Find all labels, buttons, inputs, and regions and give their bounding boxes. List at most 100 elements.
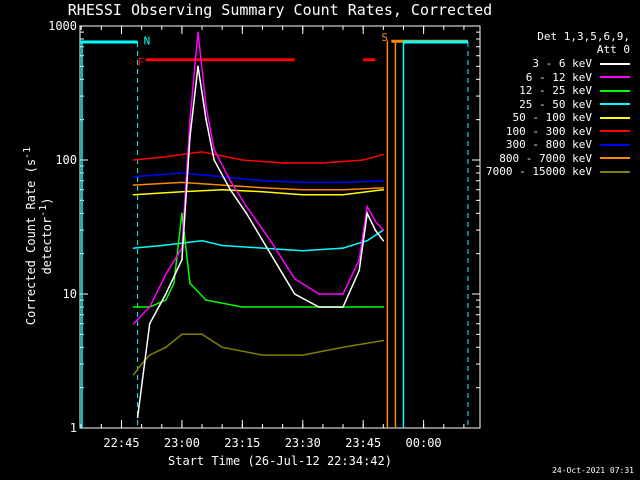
data-point-100-300-kev xyxy=(281,162,284,164)
data-point-300-800-kev xyxy=(382,179,385,182)
legend-item: 100 - 300 keV xyxy=(486,125,630,139)
data-point-12-25-kev xyxy=(132,306,135,308)
legend-label: 25 - 50 keV xyxy=(519,97,592,111)
y-tick-label: 10 xyxy=(63,287,77,301)
legend-swatch xyxy=(600,170,630,173)
data-point-6-12-kev xyxy=(213,148,215,151)
data-point-25-50-kev xyxy=(261,247,264,249)
legend-swatch xyxy=(600,130,630,133)
data-point-300-800-kev xyxy=(181,172,183,174)
data-point-3-6-kev xyxy=(382,239,385,242)
data-point-50-100-kev xyxy=(261,190,264,193)
data-point-800-7000-kev xyxy=(181,181,183,184)
data-point-3-6-kev xyxy=(342,306,344,308)
legend-label: 50 - 100 keV xyxy=(512,111,592,125)
x-tick-label: 23:00 xyxy=(164,436,200,450)
data-point-3-6-kev xyxy=(269,252,272,255)
data-point-12-25-kev xyxy=(165,299,167,301)
data-point-6-12-kev xyxy=(197,31,199,33)
data-point-6-12-kev xyxy=(245,205,248,208)
data-point-7000-15000-kev xyxy=(301,354,304,356)
legend-title-line-2: Att 0 xyxy=(596,43,630,56)
x-tick-label: 00:00 xyxy=(406,436,442,450)
data-point-7000-15000-kev xyxy=(165,346,167,349)
data-point-800-7000-kev xyxy=(221,184,223,186)
legend-swatch xyxy=(600,157,630,160)
data-point-6-12-kev xyxy=(269,239,272,242)
data-point-3-6-kev xyxy=(165,293,167,295)
data-point-100-300-kev xyxy=(362,159,364,161)
data-point-6-12-kev xyxy=(132,322,135,325)
data-point-100-300-kev xyxy=(241,159,244,161)
data-point-12-25-kev xyxy=(205,299,207,301)
data-point-3-6-kev xyxy=(213,159,215,161)
data-point-25-50-kev xyxy=(132,247,135,249)
legend-label: 7000 - 15000 keV xyxy=(486,165,592,179)
data-point-6-12-kev xyxy=(165,273,167,276)
data-point-12-25-kev xyxy=(189,282,191,285)
data-point-50-100-kev xyxy=(132,193,135,196)
legend-swatch xyxy=(600,76,630,79)
data-point-100-300-kev xyxy=(382,153,385,156)
data-point-25-50-kev xyxy=(301,250,304,252)
y-axis-label: Corrected Count Rate (s-1 detector-1) xyxy=(22,146,54,326)
data-point-12-25-kev xyxy=(382,306,385,308)
legend-label: 100 - 300 keV xyxy=(505,124,592,138)
data-point-7000-15000-kev xyxy=(221,346,223,349)
legend-item: 12 - 25 keV xyxy=(486,84,630,98)
data-point-7000-15000-kev xyxy=(181,333,183,336)
flag-marker-s: S xyxy=(381,31,388,44)
data-point-300-800-kev xyxy=(342,181,344,184)
data-point-6-12-kev xyxy=(358,258,360,261)
flag-marker-f: F xyxy=(138,56,145,69)
data-point-300-800-kev xyxy=(301,181,304,184)
data-point-6-12-kev xyxy=(148,306,151,308)
data-point-12-25-kev xyxy=(362,306,364,308)
legend-label: 12 - 25 keV xyxy=(519,84,592,98)
series-line-800-7000-kev xyxy=(133,181,384,191)
data-point-7000-15000-kev xyxy=(342,346,344,349)
data-point-3-6-kev xyxy=(148,322,151,325)
legend-title-line-1: Det 1,3,5,6,9, xyxy=(537,30,630,43)
chart-title: RHESSI Observing Summary Count Rates, Co… xyxy=(67,1,493,19)
legend: 3 - 6 keV 6 - 12 keV 12 - 25 keV 25 - 50 ke… xyxy=(486,57,630,179)
legend-swatch xyxy=(600,103,630,106)
series-line-100-300-kev xyxy=(133,151,384,164)
data-point-6-12-kev xyxy=(189,118,191,121)
data-point-7000-15000-kev xyxy=(148,354,151,356)
data-point-100-300-kev xyxy=(181,153,183,156)
series-line-12-25-kev xyxy=(133,213,384,308)
data-point-3-6-kev xyxy=(318,306,320,308)
data-point-7000-15000-kev xyxy=(140,363,143,365)
data-point-3-6-kev xyxy=(205,118,207,121)
data-point-25-50-kev xyxy=(160,244,163,247)
data-point-3-6-kev xyxy=(374,229,377,231)
data-point-6-12-kev xyxy=(293,277,296,280)
legend-label: 300 - 800 keV xyxy=(505,138,592,152)
data-point-25-50-kev xyxy=(201,239,203,242)
data-point-3-6-kev xyxy=(229,188,232,191)
data-point-800-7000-kev xyxy=(382,187,385,189)
data-point-800-7000-kev xyxy=(342,188,344,191)
data-point-3-6-kev xyxy=(181,258,183,261)
data-point-6-12-kev xyxy=(229,179,232,182)
data-point-300-800-kev xyxy=(261,179,264,182)
data-point-12-25-kev xyxy=(301,306,304,308)
data-point-100-300-kev xyxy=(322,162,324,164)
legend-title: Det 1,3,5,6,9, Att 0 xyxy=(537,30,630,56)
data-point-3-6-kev xyxy=(366,212,369,215)
x-tick-label: 23:30 xyxy=(285,436,321,450)
data-point-50-100-kev xyxy=(342,193,344,196)
data-point-6-12-kev xyxy=(342,293,344,295)
data-point-25-50-kev xyxy=(366,239,369,242)
y-tick-label: 1000 xyxy=(48,19,77,33)
series-line-300-800-kev xyxy=(133,172,384,184)
data-point-25-50-kev xyxy=(342,247,344,249)
data-point-800-7000-kev xyxy=(132,184,135,186)
legend-swatch xyxy=(600,89,630,92)
x-tick-label: 23:45 xyxy=(345,436,381,450)
legend-item: 25 - 50 keV xyxy=(486,98,630,112)
data-point-6-12-kev xyxy=(366,205,369,208)
y-tick-label: 100 xyxy=(55,153,77,167)
